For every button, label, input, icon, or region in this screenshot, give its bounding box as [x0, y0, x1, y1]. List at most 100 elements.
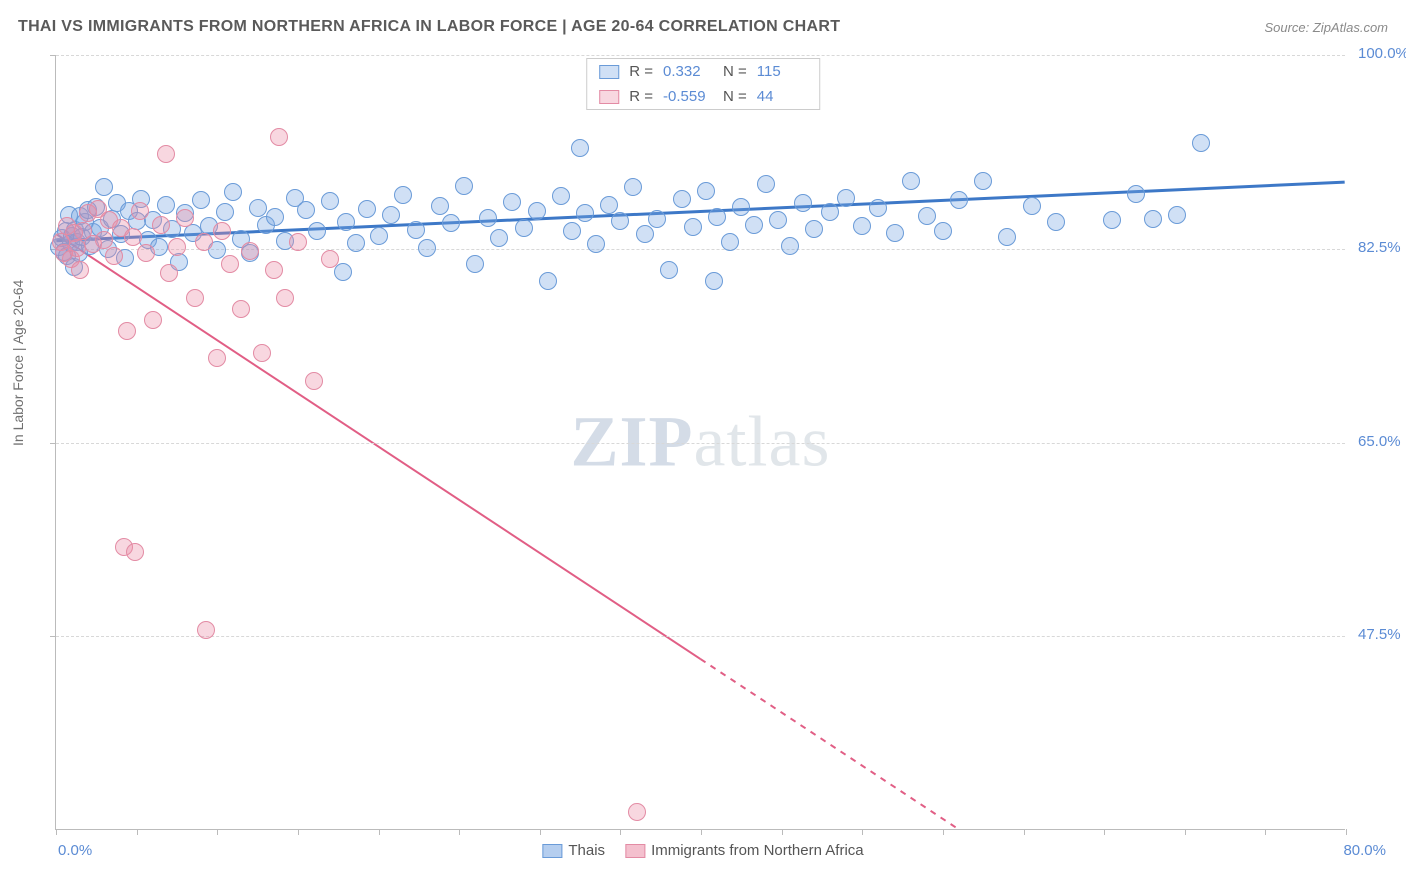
- data-point: [769, 211, 787, 229]
- data-point: [382, 206, 400, 224]
- stat-r-value: 0.332: [663, 63, 713, 80]
- data-point: [157, 196, 175, 214]
- data-point: [684, 218, 702, 236]
- data-point: [732, 198, 750, 216]
- x-min-label: 0.0%: [58, 842, 92, 859]
- data-point: [455, 177, 473, 195]
- data-point: [1144, 210, 1162, 228]
- chart-title: THAI VS IMMIGRANTS FROM NORTHERN AFRICA …: [18, 18, 840, 36]
- data-point: [552, 187, 570, 205]
- data-point: [479, 209, 497, 227]
- data-point: [358, 200, 376, 218]
- x-tick: [701, 829, 702, 835]
- data-point: [265, 261, 283, 279]
- y-tick-label: 47.5%: [1350, 626, 1401, 643]
- x-tick: [298, 829, 299, 835]
- data-point: [266, 208, 284, 226]
- legend-swatch: [542, 844, 562, 858]
- data-point: [805, 220, 823, 238]
- data-point: [118, 322, 136, 340]
- data-point: [587, 235, 605, 253]
- data-point: [195, 233, 213, 251]
- legend-swatch: [599, 65, 619, 79]
- data-point: [950, 191, 968, 209]
- x-tick: [1024, 829, 1025, 835]
- data-point: [68, 239, 86, 257]
- y-tick-label: 65.0%: [1350, 433, 1401, 450]
- x-max-label: 80.0%: [1343, 842, 1386, 859]
- data-point: [308, 222, 326, 240]
- stat-r-label: R =: [629, 63, 653, 80]
- data-point: [1192, 134, 1210, 152]
- legend-item: Thais: [542, 842, 605, 859]
- data-point: [321, 192, 339, 210]
- x-tick: [217, 829, 218, 835]
- data-point: [176, 209, 194, 227]
- legend-stat-row: R = 0.332 N = 115: [587, 59, 819, 84]
- data-point: [660, 261, 678, 279]
- data-point: [918, 207, 936, 225]
- data-point: [418, 239, 436, 257]
- legend-swatch: [625, 844, 645, 858]
- data-point: [297, 201, 315, 219]
- y-tick-label: 100.0%: [1350, 45, 1406, 62]
- data-point: [186, 289, 204, 307]
- data-point: [821, 203, 839, 221]
- data-point: [837, 189, 855, 207]
- data-point: [794, 194, 812, 212]
- data-point: [213, 222, 231, 240]
- data-point: [853, 217, 871, 235]
- stat-n-label: N =: [723, 88, 747, 105]
- legend-stats-box: R = 0.332 N = 115R = -0.559 N = 44: [586, 58, 820, 110]
- x-tick: [862, 829, 863, 835]
- data-point: [648, 210, 666, 228]
- data-point: [305, 372, 323, 390]
- data-point: [886, 224, 904, 242]
- data-point: [270, 128, 288, 146]
- data-point: [721, 233, 739, 251]
- data-point: [224, 183, 242, 201]
- data-point: [934, 222, 952, 240]
- source-label: Source: ZipAtlas.com: [1264, 20, 1388, 35]
- stat-n-label: N =: [723, 63, 747, 80]
- data-point: [571, 139, 589, 157]
- data-point: [321, 250, 339, 268]
- data-point: [192, 191, 210, 209]
- x-tick: [1185, 829, 1186, 835]
- data-point: [105, 247, 123, 265]
- data-point: [442, 214, 460, 232]
- data-point: [1023, 197, 1041, 215]
- data-point: [902, 172, 920, 190]
- data-point: [563, 222, 581, 240]
- y-axis-title: In Labor Force | Age 20-64: [10, 280, 26, 446]
- x-tick: [943, 829, 944, 835]
- data-point: [600, 196, 618, 214]
- data-point: [628, 803, 646, 821]
- x-tick: [459, 829, 460, 835]
- x-tick: [620, 829, 621, 835]
- data-point: [466, 255, 484, 273]
- stat-n-value: 44: [757, 88, 807, 105]
- data-point: [276, 289, 294, 307]
- x-tick: [782, 829, 783, 835]
- data-point: [1047, 213, 1065, 231]
- stat-n-value: 115: [757, 63, 807, 80]
- data-point: [974, 172, 992, 190]
- data-point: [624, 178, 642, 196]
- x-tick: [540, 829, 541, 835]
- data-point: [394, 186, 412, 204]
- data-point: [515, 219, 533, 237]
- data-point: [528, 202, 546, 220]
- data-point: [611, 212, 629, 230]
- x-tick: [56, 829, 57, 835]
- data-point: [869, 199, 887, 217]
- data-point: [781, 237, 799, 255]
- data-point: [337, 213, 355, 231]
- data-point: [152, 216, 170, 234]
- data-point: [705, 272, 723, 290]
- stat-r-value: -0.559: [663, 88, 713, 105]
- data-point: [708, 208, 726, 226]
- data-point: [144, 311, 162, 329]
- gridline-h: [56, 443, 1345, 444]
- data-point: [673, 190, 691, 208]
